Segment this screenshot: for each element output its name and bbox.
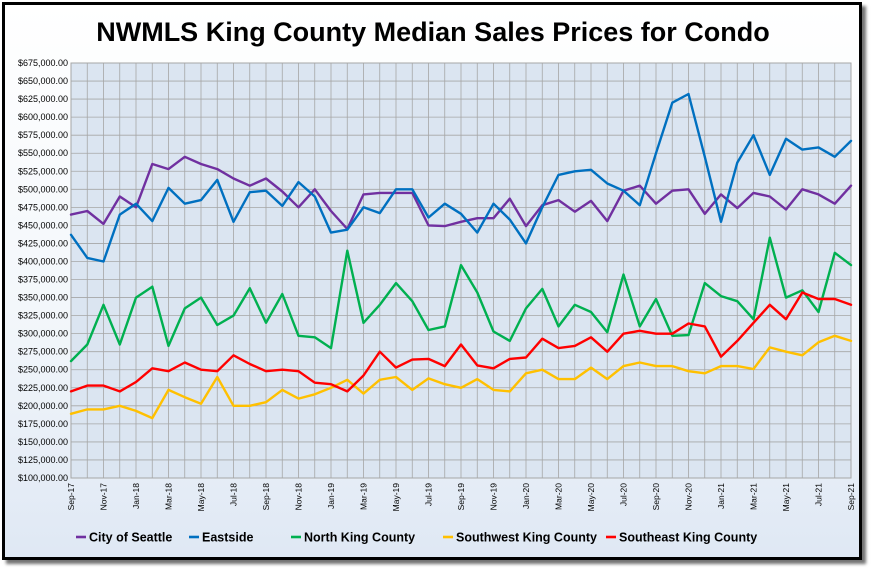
y-tick-label: $625,000.00 <box>18 94 68 104</box>
series-lines <box>69 92 853 420</box>
y-tick-label: $300,000.00 <box>18 329 68 339</box>
x-tick-label: Jul-20 <box>619 483 629 506</box>
y-tick-label: $500,000.00 <box>18 184 68 194</box>
series-line-city-of-seattle <box>69 155 853 231</box>
x-tick-label: Mar-20 <box>554 483 564 510</box>
x-tick-label: May-18 <box>196 483 206 512</box>
x-tick-label: Jan-20 <box>521 483 531 509</box>
y-tick-label: $450,000.00 <box>18 220 68 230</box>
x-tick-label: Jul-21 <box>814 483 824 506</box>
x-tick-label: Mar-19 <box>359 483 369 510</box>
y-tick-label: $350,000.00 <box>18 293 68 303</box>
y-tick-label: $100,000.00 <box>18 473 68 483</box>
legend-label: City of Seattle <box>89 531 172 545</box>
x-tick-label: Nov-19 <box>489 483 499 511</box>
x-tick-label: Jan-18 <box>131 483 141 509</box>
y-tick-label: $250,000.00 <box>18 365 68 375</box>
x-axis: Sep-17 Nov-17 Jan-18 Mar-18 May-18 Jul-18 Sep-… <box>66 483 856 512</box>
x-tick-label: Jan-21 <box>716 483 726 509</box>
series-line-southeast-king-county <box>69 291 853 393</box>
grid <box>70 62 852 479</box>
y-tick-label: $525,000.00 <box>18 166 68 176</box>
x-tick-label: Mar-21 <box>749 483 759 510</box>
y-tick-label: $175,000.00 <box>18 419 68 429</box>
x-tick-label: May-21 <box>781 483 791 512</box>
legend-label: North King County <box>304 531 415 545</box>
x-tick-label: May-19 <box>391 483 401 512</box>
x-tick-label: Mar-18 <box>164 483 174 510</box>
legend-label: Southwest King County <box>456 531 597 545</box>
x-tick-label: Sep-19 <box>456 483 466 511</box>
legend: City of Seattle Eastside North King County… <box>76 531 757 545</box>
chart-title: NWMLS King County Median Sales Prices fo… <box>96 17 770 47</box>
x-tick-label: May-20 <box>586 483 596 512</box>
x-tick-label: Nov-18 <box>294 483 304 511</box>
y-tick-label: $375,000.00 <box>18 275 68 285</box>
y-tick-label: $325,000.00 <box>18 311 68 321</box>
y-tick-label: $550,000.00 <box>18 148 68 158</box>
y-tick-label: $600,000.00 <box>18 112 68 122</box>
x-tick-label: Jan-19 <box>326 483 336 509</box>
y-tick-label: $200,000.00 <box>18 401 68 411</box>
y-tick-label: $150,000.00 <box>18 437 68 447</box>
x-tick-label: Nov-17 <box>99 483 109 511</box>
series-line-north-king-county <box>69 236 853 363</box>
y-tick-label: $225,000.00 <box>18 383 68 393</box>
x-tick-label: Jul-19 <box>424 483 434 506</box>
x-tick-label: Sep-18 <box>261 483 271 511</box>
y-tick-label: $675,000.00 <box>18 58 68 68</box>
y-tick-label: $650,000.00 <box>18 76 68 86</box>
x-tick-label: Sep-20 <box>651 483 661 511</box>
legend-label: Southeast King County <box>619 531 757 545</box>
series-line-eastside <box>69 92 853 263</box>
x-tick-label: Jul-18 <box>229 483 239 506</box>
y-tick-label: $125,000.00 <box>18 455 68 465</box>
y-tick-label: $400,000.00 <box>18 256 68 266</box>
y-tick-label: $425,000.00 <box>18 238 68 248</box>
y-tick-label: $575,000.00 <box>18 130 68 140</box>
legend-label: Eastside <box>202 531 253 545</box>
x-tick-label: Sep-21 <box>846 483 856 511</box>
x-tick-label: Nov-20 <box>684 483 694 511</box>
y-tick-label: $475,000.00 <box>18 202 68 212</box>
y-tick-label: $275,000.00 <box>18 347 68 357</box>
x-tick-label: Sep-17 <box>66 483 76 511</box>
series-line-southwest-king-county <box>69 334 853 420</box>
y-axis: $100,000.00 $125,000.00 $150,000.00 $175,00… <box>18 58 68 483</box>
